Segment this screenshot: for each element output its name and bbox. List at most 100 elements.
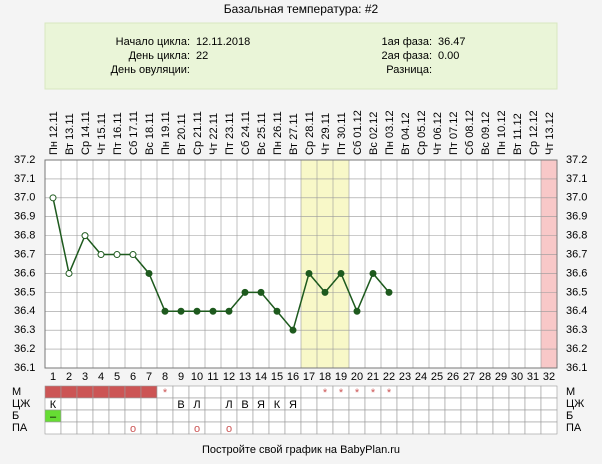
row-cell xyxy=(524,397,542,411)
row-cell xyxy=(412,409,430,423)
row-cell xyxy=(204,385,222,399)
day-label: 15 xyxy=(271,371,283,383)
y-tick-label: 36.9 xyxy=(14,211,35,223)
row-cell-text: К xyxy=(50,399,57,411)
y-tick-label-right: 36.1 xyxy=(566,362,587,374)
row-cell xyxy=(220,385,238,399)
info-label: 2ая фаза: xyxy=(381,50,432,62)
row-cell xyxy=(508,421,526,435)
info-label: 1ая фаза: xyxy=(381,36,432,48)
temperature-point xyxy=(129,251,137,259)
row-cell xyxy=(396,385,414,399)
row-cell xyxy=(252,409,270,423)
day-label: 5 xyxy=(114,371,120,383)
row-cell xyxy=(108,397,126,411)
row-cell xyxy=(444,385,462,399)
temperature-point xyxy=(321,288,329,296)
row-cell xyxy=(348,397,366,411)
day-label: 20 xyxy=(351,371,363,383)
row-cell xyxy=(492,421,510,435)
date-label: Вс 02.12 xyxy=(368,112,380,155)
row-cell xyxy=(316,397,334,411)
y-tick-label-right: 36.3 xyxy=(566,324,587,336)
row-cell xyxy=(124,385,142,399)
date-label: Вт 20.11 xyxy=(176,113,188,155)
temperature-point xyxy=(161,307,169,315)
temperature-point xyxy=(289,326,297,334)
temperature-line xyxy=(52,197,390,332)
row-cell xyxy=(60,385,78,399)
temperature-point xyxy=(225,307,233,315)
highlight-band xyxy=(541,160,557,368)
row-cell xyxy=(380,421,398,435)
row-cell-text: о xyxy=(130,423,136,435)
y-tick-label-right: 36.8 xyxy=(566,230,587,242)
row-cell xyxy=(540,421,558,435)
row-cell-text: В xyxy=(177,399,184,411)
day-label: 31 xyxy=(527,371,539,383)
day-label: 17 xyxy=(303,371,315,383)
row-cell-text: Я xyxy=(289,399,297,411)
date-label: Ср 21.11 xyxy=(192,111,204,155)
day-label: 10 xyxy=(191,371,203,383)
row-cell xyxy=(172,385,190,399)
y-tick-label: 36.3 xyxy=(14,324,35,336)
day-label: 24 xyxy=(415,371,427,383)
date-label: Вт 11.12 xyxy=(512,113,524,155)
day-label: 22 xyxy=(383,371,395,383)
row-cell xyxy=(76,421,94,435)
row-cell xyxy=(60,397,78,411)
date-label: Пн 10.12 xyxy=(496,110,508,155)
highlight-band xyxy=(317,160,333,368)
row-cell-text: Я xyxy=(257,399,265,411)
day-label: 30 xyxy=(511,371,523,383)
row-cell xyxy=(412,385,430,399)
row-cell xyxy=(348,409,366,423)
row-cell-text: * xyxy=(323,387,328,399)
row-cell-text: * xyxy=(371,387,376,399)
day-label: 9 xyxy=(178,371,184,383)
date-label: Сб 01.12 xyxy=(352,110,364,155)
row-cell-text: Л xyxy=(225,399,232,411)
date-label: Вс 18.11 xyxy=(144,112,156,155)
row-cell xyxy=(380,397,398,411)
y-tick-label-right: 37.0 xyxy=(566,192,587,204)
row-cell xyxy=(380,409,398,423)
row-cell xyxy=(124,397,142,411)
row-cell xyxy=(300,385,318,399)
date-label: Пн 03.12 xyxy=(384,110,396,155)
row-cell xyxy=(60,421,78,435)
row-cell-text: * xyxy=(163,387,168,399)
row-cell xyxy=(140,385,158,399)
day-label: 29 xyxy=(495,371,507,383)
temperature-point xyxy=(177,307,185,315)
row-cell xyxy=(492,385,510,399)
y-tick-label-right: 36.6 xyxy=(566,267,587,279)
row-cell xyxy=(300,397,318,411)
row-cell xyxy=(444,397,462,411)
day-label: 23 xyxy=(399,371,411,383)
row-cell xyxy=(332,397,350,411)
row-cell xyxy=(540,409,558,423)
info-label: Начало цикла: xyxy=(116,36,190,48)
row-label-right: М xyxy=(566,386,575,398)
row-cell xyxy=(476,409,494,423)
row-cell xyxy=(44,385,62,399)
info-value: 0.00 xyxy=(438,50,459,62)
date-label: Сб 24.11 xyxy=(240,111,252,155)
date-label: Ср 28.11 xyxy=(304,111,316,155)
row-label: Б xyxy=(12,410,19,422)
day-label: 12 xyxy=(223,371,235,383)
row-cell xyxy=(540,385,558,399)
row-cell xyxy=(492,409,510,423)
info-label: День цикла: xyxy=(129,50,190,62)
date-label: Пн 12.11 xyxy=(48,111,60,155)
row-cell xyxy=(492,397,510,411)
row-cell xyxy=(444,421,462,435)
y-tick-label-right: 37.2 xyxy=(566,154,587,166)
row-cell xyxy=(364,409,382,423)
date-label: Чт 22.11 xyxy=(208,113,220,155)
day-label: 28 xyxy=(479,371,491,383)
temperature-point xyxy=(273,307,281,315)
row-cell xyxy=(268,421,286,435)
